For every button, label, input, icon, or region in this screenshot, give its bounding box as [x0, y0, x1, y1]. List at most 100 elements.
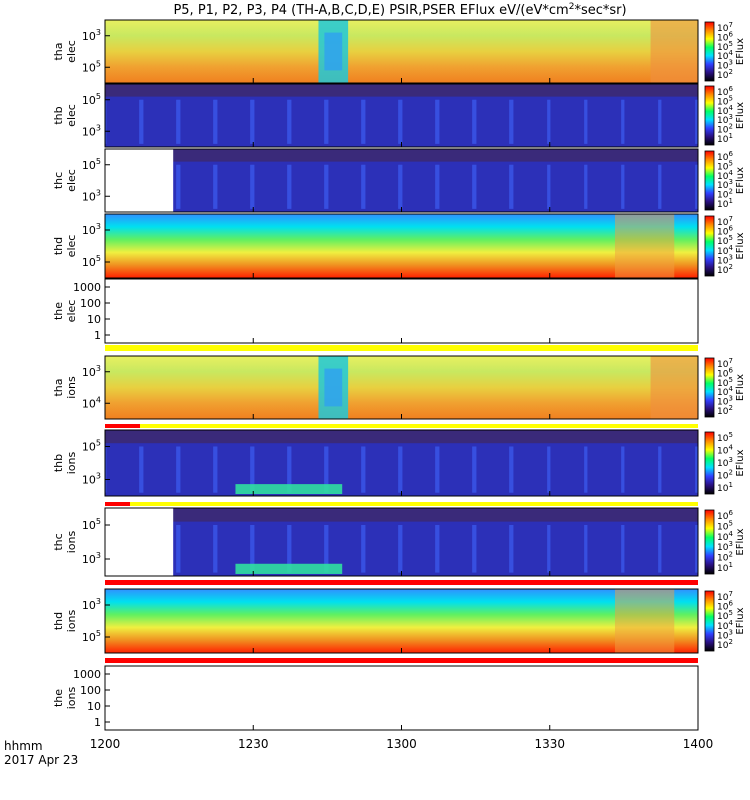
heatmap-streak [621, 99, 623, 144]
heatmap-body [105, 589, 698, 653]
colorbar-tick-label: 103 [717, 253, 733, 266]
heatmap-streak [510, 525, 512, 573]
heatmap-streak [472, 525, 474, 573]
colorbar-tick-label: 106 [717, 225, 733, 238]
heatmap-streak [141, 99, 143, 144]
heatmap-streak [179, 99, 181, 144]
heatmap-streak [696, 99, 698, 144]
heatmap-streak [585, 525, 587, 573]
colorbar-tick-label: 101 [717, 481, 733, 494]
heatmap-streak [326, 99, 328, 144]
heatmap-streak [438, 99, 440, 144]
colorbar-tick-label: 106 [717, 600, 733, 613]
heatmap-streak [658, 446, 660, 493]
colorbar-tick-label: 103 [717, 178, 733, 191]
colorbar-tick-label: 104 [717, 530, 733, 543]
heatmap-streak [437, 99, 439, 144]
heatmap-streak [510, 99, 512, 144]
heatmap-streak [140, 446, 142, 493]
heatmap-streak [473, 446, 475, 493]
heatmap-streak [586, 99, 588, 144]
panel-ylabel: the [52, 302, 65, 320]
heatmap-streak [253, 164, 255, 209]
flag-stripe [105, 502, 130, 506]
heatmap-streak [290, 446, 292, 493]
heatmap-streak [586, 164, 588, 209]
heatmap-streak [510, 164, 512, 209]
heatmap-streak [549, 525, 551, 573]
heatmap-streak [179, 164, 181, 209]
y-tick-label: 103 [82, 123, 101, 138]
colorbar-tick-label: 106 [717, 366, 733, 379]
heatmap-streak [252, 99, 254, 144]
colorbar-tick-label: 105 [717, 609, 733, 622]
colorbar-tick-label: 102 [717, 263, 733, 276]
heatmap-streak [213, 99, 215, 144]
y-tick-label: 1000 [73, 668, 101, 681]
heatmap-streak [362, 525, 364, 573]
heatmap-feature [324, 368, 343, 407]
heatmap-streak [361, 446, 363, 493]
flag-stripe [105, 502, 698, 506]
colorbar-tick-label: 105 [717, 431, 733, 444]
heatmap-streak [288, 525, 290, 573]
colorbar-tick-label: 102 [717, 404, 733, 417]
heatmap-streak [512, 164, 514, 209]
heatmap-streak [696, 525, 698, 573]
colorbar-tick-label: 106 [717, 30, 733, 43]
heatmap-streak [177, 446, 179, 493]
heatmap-feature [105, 430, 698, 444]
heatmap-streak [324, 525, 326, 573]
heatmap-streak [176, 164, 178, 209]
heatmap-streak [287, 99, 289, 144]
heatmap-streak [399, 164, 401, 209]
colorbar-tick-label: 103 [717, 628, 733, 641]
heatmap-streak [435, 99, 437, 144]
colorbar-tick-label: 105 [717, 234, 733, 247]
colorbar-tick-label: 104 [717, 385, 733, 398]
heatmap-streak [623, 164, 625, 209]
heatmap-streak [250, 164, 252, 209]
colorbar-tick-label: 107 [717, 21, 733, 34]
colorbar-tick-label: 102 [717, 188, 733, 201]
heatmap-streak [586, 446, 588, 493]
heatmap-streak [509, 99, 511, 144]
heatmap-streak [287, 446, 289, 493]
heatmap-streak [509, 446, 511, 493]
y-tick-label: 105 [82, 92, 101, 107]
panel-ylabel: thd [52, 612, 65, 630]
heatmap-streak [511, 446, 513, 493]
heatmap-feature [105, 508, 698, 522]
heatmap-streak [473, 525, 475, 573]
y-tick-label: 103 [82, 222, 101, 237]
heatmap-streak [660, 99, 662, 144]
heatmap-streak [437, 446, 439, 493]
colorbar-tick-label: 107 [717, 357, 733, 370]
panel-ylabel: elec [65, 300, 78, 323]
heatmap-streak [511, 164, 513, 209]
flag-stripe [105, 424, 698, 428]
chart-title: P5, P1, P2, P3, P4 (TH-A,B,C,D,E) PSIR,P… [173, 2, 626, 18]
heatmap-streak [216, 446, 218, 493]
panel-ylabel: ions [65, 609, 78, 632]
colorbar-tick-label: 103 [717, 540, 733, 553]
colorbar-label: EFlux [735, 607, 746, 634]
heatmap-streak [398, 446, 400, 493]
heatmap-streak [622, 164, 624, 209]
heatmap-streak [398, 99, 400, 144]
heatmap-streak [361, 99, 363, 144]
heatmap-streak [252, 164, 254, 209]
heatmap-streak [548, 99, 550, 144]
y-tick-label: 105 [82, 629, 101, 644]
heatmap-streak [621, 164, 623, 209]
y-tick-label: 105 [82, 157, 101, 172]
colorbar-tick-label: 103 [717, 395, 733, 408]
heatmap-streak [213, 164, 215, 209]
heatmap-feature [614, 589, 675, 653]
colorbar-label: EFlux [735, 38, 746, 65]
heatmap-streak [473, 99, 475, 144]
